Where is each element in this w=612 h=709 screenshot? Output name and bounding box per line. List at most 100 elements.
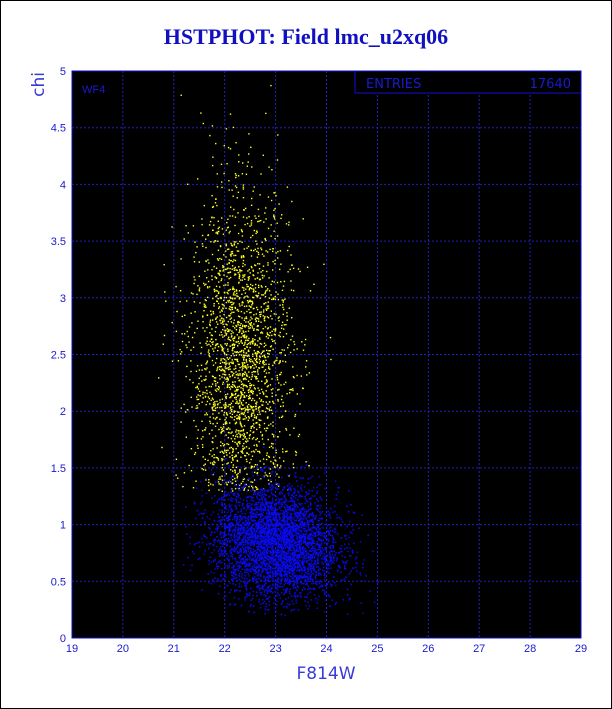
data-point: [224, 343, 226, 345]
data-point: [221, 540, 224, 542]
data-point: [312, 487, 315, 489]
data-point: [340, 518, 342, 520]
data-point: [288, 543, 290, 545]
data-point: [255, 313, 257, 315]
data-point: [231, 413, 234, 415]
data-point: [214, 538, 216, 540]
data-point: [264, 497, 267, 499]
data-point: [332, 546, 334, 548]
data-point: [263, 320, 266, 322]
data-point: [263, 350, 265, 352]
data-point: [201, 444, 204, 446]
data-point: [279, 551, 281, 553]
data-point: [242, 302, 244, 304]
data-point: [281, 538, 283, 541]
data-point: [295, 454, 297, 456]
data-point: [247, 321, 250, 323]
data-point: [291, 525, 293, 528]
data-point: [242, 367, 244, 369]
data-point: [285, 450, 287, 453]
data-point: [171, 470, 173, 472]
data-point: [317, 599, 319, 601]
data-point: [333, 556, 335, 558]
data-point: [234, 185, 237, 187]
data-point: [278, 499, 281, 502]
data-point: [363, 559, 365, 561]
data-point: [235, 273, 237, 276]
data-point: [261, 410, 263, 412]
data-point: [247, 389, 249, 392]
data-point: [247, 406, 249, 408]
data-point: [250, 367, 252, 369]
data-point: [184, 314, 186, 316]
data-point: [261, 331, 263, 333]
data-point: [246, 339, 249, 341]
data-point: [220, 431, 222, 434]
data-point: [275, 252, 277, 254]
data-point: [234, 294, 236, 296]
data-point: [232, 464, 235, 466]
data-point: [231, 504, 233, 506]
data-point: [276, 281, 279, 284]
data-point: [254, 359, 257, 361]
data-point: [309, 501, 311, 503]
data-point: [228, 494, 231, 496]
data-point: [223, 352, 225, 354]
data-point: [218, 306, 221, 308]
data-point: [202, 468, 205, 471]
data-point: [318, 517, 320, 520]
data-point: [329, 551, 331, 553]
data-point: [306, 567, 309, 569]
data-point: [233, 340, 235, 342]
data-point: [217, 403, 219, 405]
data-point: [298, 513, 300, 516]
data-point: [226, 227, 229, 229]
data-point: [233, 254, 235, 257]
data-point: [238, 411, 240, 413]
data-point: [245, 373, 248, 375]
data-point: [293, 493, 295, 495]
data-point: [254, 363, 256, 366]
data-point: [255, 438, 257, 441]
data-point: [276, 473, 278, 475]
data-point: [241, 362, 243, 364]
data-point: [320, 558, 323, 560]
data-point: [285, 501, 287, 503]
data-point: [234, 487, 237, 490]
data-point: [237, 175, 240, 177]
data-point: [234, 397, 236, 399]
data-point: [313, 565, 315, 567]
data-point: [242, 330, 244, 332]
data-point: [240, 391, 242, 394]
data-point: [202, 245, 204, 247]
data-point: [216, 369, 218, 372]
data-point: [306, 576, 309, 579]
data-point: [225, 354, 228, 356]
data-point: [248, 287, 251, 290]
data-point: [244, 599, 246, 601]
data-point: [259, 532, 261, 534]
data-point: [312, 525, 315, 527]
data-point: [271, 330, 273, 332]
data-point: [252, 392, 254, 395]
data-point: [256, 250, 258, 252]
data-point: [251, 389, 253, 392]
data-point: [225, 334, 227, 336]
data-point: [286, 393, 288, 395]
data-point: [275, 549, 277, 551]
data-point: [220, 359, 222, 362]
data-point: [286, 186, 289, 188]
data-point: [233, 267, 235, 270]
data-point: [244, 372, 246, 374]
data-point: [258, 509, 260, 511]
data-point: [303, 486, 306, 488]
data-point: [198, 403, 200, 405]
data-point: [231, 393, 234, 396]
data-point: [194, 311, 196, 313]
data-point: [272, 447, 274, 449]
data-point: [340, 548, 342, 550]
data-point: [241, 434, 243, 436]
data-point: [238, 574, 240, 576]
data-point: [221, 181, 223, 183]
data-point: [223, 414, 225, 416]
